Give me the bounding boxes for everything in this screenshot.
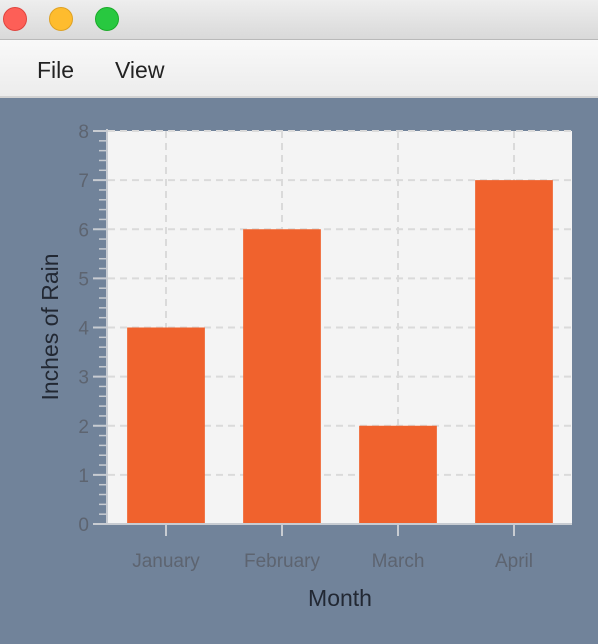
bars xyxy=(127,180,553,524)
x-axis-title: Month xyxy=(308,585,372,611)
y-tick-label: 0 xyxy=(78,515,89,536)
menu-bar: File View xyxy=(0,40,598,98)
y-tick-label: 6 xyxy=(78,220,89,241)
y-tick-label: 3 xyxy=(78,368,89,389)
menu-file[interactable]: File xyxy=(37,57,75,83)
y-tick-label: 8 xyxy=(78,122,89,143)
menu-view[interactable]: View xyxy=(115,57,165,83)
minimize-window-button[interactable] xyxy=(49,7,73,31)
x-axis: January February March April xyxy=(93,523,572,572)
y-tick-label: 5 xyxy=(78,269,89,290)
bar-chart: 0 1 2 3 4 5 6 7 8 January February March April Mont… xyxy=(37,122,572,611)
y-axis: 0 1 2 3 4 5 6 7 8 xyxy=(78,122,108,536)
x-tick-label: January xyxy=(132,551,200,572)
close-window-button[interactable] xyxy=(3,7,27,31)
y-tick-label: 2 xyxy=(78,417,89,438)
x-tick-label: February xyxy=(244,551,321,572)
zoom-window-button[interactable] xyxy=(95,7,119,31)
y-tick-label: 7 xyxy=(78,171,89,192)
x-tick-label: March xyxy=(372,551,425,572)
title-bar xyxy=(0,0,598,40)
bar-february xyxy=(243,229,321,524)
x-tick-label: April xyxy=(495,551,533,572)
bar-april xyxy=(475,180,553,524)
y-tick-label: 1 xyxy=(78,466,89,487)
y-tick-label: 4 xyxy=(78,319,89,340)
bar-january xyxy=(127,327,205,524)
bar-march xyxy=(359,425,437,524)
y-axis-title: Inches of Rain xyxy=(37,253,63,400)
